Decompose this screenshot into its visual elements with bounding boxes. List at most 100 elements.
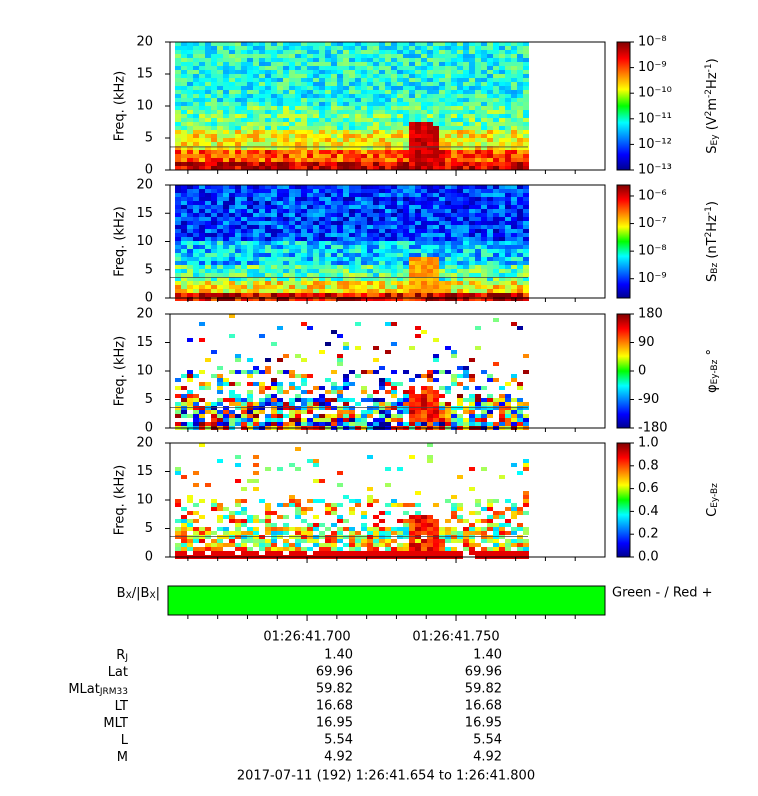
pixel	[427, 58, 433, 62]
pixel	[325, 281, 331, 285]
pixel	[319, 162, 325, 166]
pixel	[175, 535, 181, 539]
pixel	[319, 499, 325, 503]
pixel	[271, 130, 277, 134]
pixel	[505, 507, 511, 511]
pixel	[469, 114, 475, 118]
pixel	[199, 122, 205, 126]
y-tick-label: 20	[136, 178, 153, 193]
pixel	[301, 241, 307, 245]
pixel	[487, 402, 493, 406]
pixel	[217, 114, 223, 118]
pixel	[283, 102, 289, 106]
pixel	[289, 418, 295, 422]
pixel	[403, 370, 409, 374]
pixel	[427, 66, 433, 70]
pixel	[517, 277, 523, 281]
pixel	[343, 106, 349, 110]
pixel	[499, 130, 505, 134]
pixel	[247, 54, 253, 58]
pixel	[367, 82, 373, 86]
pixel	[475, 503, 481, 507]
pixel	[211, 102, 217, 106]
pixel	[247, 126, 253, 130]
pixel	[253, 78, 259, 82]
pixel	[277, 98, 283, 102]
pixel	[271, 134, 277, 138]
pixel	[391, 94, 397, 98]
pixel	[361, 265, 367, 269]
pixel	[277, 102, 283, 106]
pixel	[523, 62, 529, 66]
pixel	[277, 261, 283, 265]
pixel	[343, 78, 349, 82]
pixel	[373, 390, 379, 394]
pixel	[511, 46, 517, 50]
pixel	[421, 330, 427, 334]
pixel	[433, 551, 439, 555]
pixel	[175, 394, 181, 398]
pixel	[421, 122, 427, 126]
pixel	[427, 265, 433, 269]
pixel	[331, 370, 337, 374]
pixel	[499, 110, 505, 114]
pixel	[421, 523, 427, 527]
pixel	[487, 297, 493, 301]
pixel	[349, 422, 355, 426]
pixel	[451, 66, 457, 70]
pixel	[301, 422, 307, 426]
pixel	[397, 398, 403, 402]
pixel	[271, 221, 277, 225]
pixel	[397, 503, 403, 507]
pixel	[397, 82, 403, 86]
pixel	[271, 245, 277, 249]
pixel	[337, 233, 343, 237]
pixel	[457, 166, 463, 170]
pixel	[325, 185, 331, 189]
pixel	[481, 150, 487, 154]
pixel	[187, 106, 193, 110]
pixel	[223, 229, 229, 233]
pixel	[469, 126, 475, 130]
pixel	[325, 507, 331, 511]
pixel	[463, 110, 469, 114]
pixel	[247, 158, 253, 162]
pixel	[289, 122, 295, 126]
pixel	[217, 229, 223, 233]
pixel	[391, 221, 397, 225]
pixel	[259, 499, 265, 503]
pixel	[349, 114, 355, 118]
pixel	[427, 519, 433, 523]
pixel	[337, 90, 343, 94]
pixel	[391, 281, 397, 285]
pixel	[271, 543, 277, 547]
pixel	[211, 134, 217, 138]
pixel	[283, 62, 289, 66]
pixel	[457, 253, 463, 257]
pixel	[301, 539, 307, 543]
pixel	[259, 138, 265, 142]
pixel	[289, 154, 295, 158]
pixel	[385, 130, 391, 134]
pixel	[451, 527, 457, 531]
pixel	[457, 126, 463, 130]
pixel	[469, 261, 475, 265]
pixel	[175, 257, 181, 261]
pixel	[313, 221, 319, 225]
pixel	[313, 78, 319, 82]
pixel	[367, 122, 373, 126]
pixel	[313, 225, 319, 229]
pixel	[409, 515, 415, 519]
pixel	[481, 162, 487, 166]
pixel	[439, 253, 445, 257]
pixel	[445, 233, 451, 237]
pixel	[421, 189, 427, 193]
pixel	[433, 185, 439, 189]
pixel	[475, 58, 481, 62]
pixel	[457, 535, 463, 539]
pixel	[205, 142, 211, 146]
pixel	[343, 398, 349, 402]
pixel	[349, 58, 355, 62]
pixel	[187, 158, 193, 162]
pixel	[223, 233, 229, 237]
